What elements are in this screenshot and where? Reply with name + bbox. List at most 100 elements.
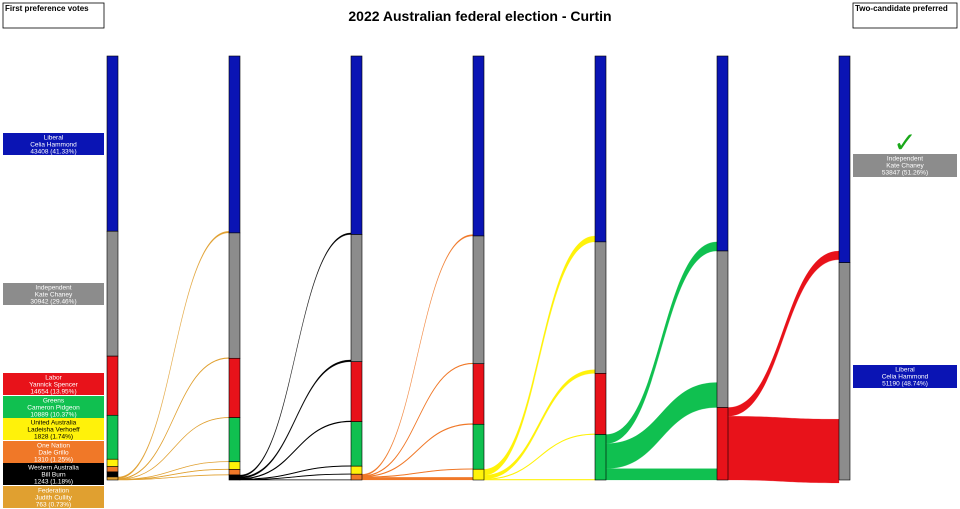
- carry-united_australia: [362, 466, 473, 477]
- flow-greens-to-independent: [605, 382, 718, 469]
- flow-western_australia-to-independent: [239, 359, 352, 479]
- bar-liberal-count-7: [838, 55, 851, 263]
- tcp-party-liberal: Liberal: [895, 367, 915, 374]
- flow-federation-to-liberal: [117, 231, 230, 479]
- tcp-header: Two-candidate preferred: [852, 2, 958, 29]
- first-pref-party-independent: Independent: [35, 285, 71, 292]
- bar-independent-count-7: [838, 262, 851, 481]
- bar-labor-count-3: [350, 361, 363, 422]
- first-pref-candidate-liberal: Celia Hammond: [30, 142, 77, 149]
- first-pref-candidate-greens: Cameron Pidgeon: [27, 405, 80, 412]
- bar-greens-count-3: [350, 421, 363, 467]
- first-pref-votes-united_australia: 1828 (1.74%): [34, 434, 73, 441]
- flow-united_australia-to-liberal: [483, 235, 596, 476]
- first-pref-party-liberal: Liberal: [44, 135, 64, 142]
- first-pref-candidate-federation: Judith Cullity: [35, 495, 73, 502]
- bar-liberal-count-1: [106, 55, 119, 232]
- first-pref-candidate-independent: Kate Chaney: [35, 292, 73, 299]
- flow-one_nation-to-united_australia: [361, 477, 474, 481]
- bar-one_nation-count-2: [228, 469, 241, 476]
- bar-federation-count-1: [106, 476, 119, 481]
- first-pref-label-box-one_nation: [3, 441, 104, 463]
- first-pref-votes-western_australia: 1243 (1.18%): [34, 479, 73, 486]
- flow-greens-to-labor: [605, 468, 718, 481]
- first-pref-party-greens: Greens: [43, 398, 65, 405]
- tcp-candidate-independent: Kate Chaney: [886, 163, 924, 170]
- bar-western_australia-count-1: [106, 471, 119, 478]
- bar-united_australia-count-1: [106, 458, 119, 467]
- bar-greens-count-4: [472, 423, 485, 470]
- first-pref-label-box-western_australia: [3, 463, 104, 485]
- bar-liberal-count-6: [716, 55, 729, 252]
- flow-labor-to-liberal: [727, 250, 840, 417]
- first-pref-party-western_australia: Western Australia: [28, 465, 79, 472]
- bar-independent-count-2: [228, 232, 241, 359]
- first-pref-party-one_nation: One Nation: [37, 443, 70, 450]
- bar-independent-count-4: [472, 235, 485, 365]
- first-pref-votes-labor: 14654 (13.95%): [30, 389, 76, 396]
- chart-title: 2022 Australian federal election - Curti…: [348, 8, 611, 24]
- bar-greens-count-1: [106, 414, 119, 460]
- bar-liberal-count-4: [472, 55, 485, 237]
- bar-independent-count-6: [716, 250, 729, 408]
- first-pref-votes-greens: 10889 (10.37%): [30, 412, 76, 419]
- bar-labor-count-2: [228, 357, 241, 418]
- bar-labor-count-6: [716, 407, 729, 481]
- bar-united_australia-count-4: [472, 468, 485, 481]
- first-pref-candidate-united_australia: Ladeisha Verhoeff: [27, 427, 79, 434]
- first-pref-votes-one_nation: 1310 (1.25%): [34, 457, 73, 464]
- tcp-candidate-liberal: Celia Hammond: [882, 374, 929, 381]
- tcp-header-text: Two-candidate preferred: [855, 4, 948, 13]
- bar-united_australia-count-2: [228, 461, 241, 470]
- bar-labor-count-1: [106, 355, 119, 416]
- first-pref-header-text: First preference votes: [5, 4, 89, 13]
- first-pref-label-box-united_australia: [3, 418, 104, 440]
- bar-greens-count-5: [594, 434, 607, 481]
- bar-independent-count-1: [106, 230, 119, 357]
- tcp-party-independent: Independent: [887, 156, 923, 163]
- bar-united_australia-count-3: [350, 465, 363, 475]
- tcp-header-box: [852, 2, 958, 29]
- first-pref-header-box: [2, 2, 105, 29]
- first-pref-votes-independent: 30942 (29.46%): [30, 299, 76, 306]
- flow-western_australia-to-liberal: [239, 232, 352, 477]
- bar-liberal-count-2: [228, 55, 241, 234]
- tcp-votes-independent: 53847 (51.26%): [882, 170, 928, 177]
- tcp-label-box-liberal: [853, 365, 957, 388]
- first-pref-candidate-one_nation: Dale Grillo: [38, 450, 69, 457]
- bar-labor-count-5: [594, 373, 607, 435]
- flow-labor-to-independent: [727, 416, 840, 484]
- bar-western_australia-count-2: [228, 474, 241, 481]
- first-pref-party-united_australia: United Australia: [31, 420, 77, 427]
- first-pref-votes-liberal: 43408 (41.33%): [30, 149, 76, 156]
- first-pref-label-box-liberal: [3, 133, 104, 155]
- first-pref-label-box-federation: [3, 486, 104, 508]
- bar-greens-count-2: [228, 417, 241, 463]
- bar-labor-count-4: [472, 363, 485, 425]
- first-pref-label-box-greens: [3, 396, 104, 418]
- first-pref-party-federation: Federation: [38, 488, 69, 495]
- flow-united_australia-to-greens: [483, 479, 596, 481]
- first-pref-votes-federation: 763 (0.73%): [36, 502, 71, 509]
- bar-independent-count-3: [350, 234, 363, 362]
- tcp-label-box-independent: [853, 154, 957, 177]
- bar-independent-count-5: [594, 241, 607, 374]
- flow-one_nation-to-independent: [361, 362, 474, 477]
- flow-one_nation-to-liberal: [361, 234, 474, 476]
- first-pref-header: First preference votes: [2, 2, 105, 29]
- first-pref-candidate-labor: Yannick Spencer: [29, 382, 78, 389]
- first-pref-label-box-labor: [3, 373, 104, 395]
- first-pref-label-box-independent: [3, 283, 104, 305]
